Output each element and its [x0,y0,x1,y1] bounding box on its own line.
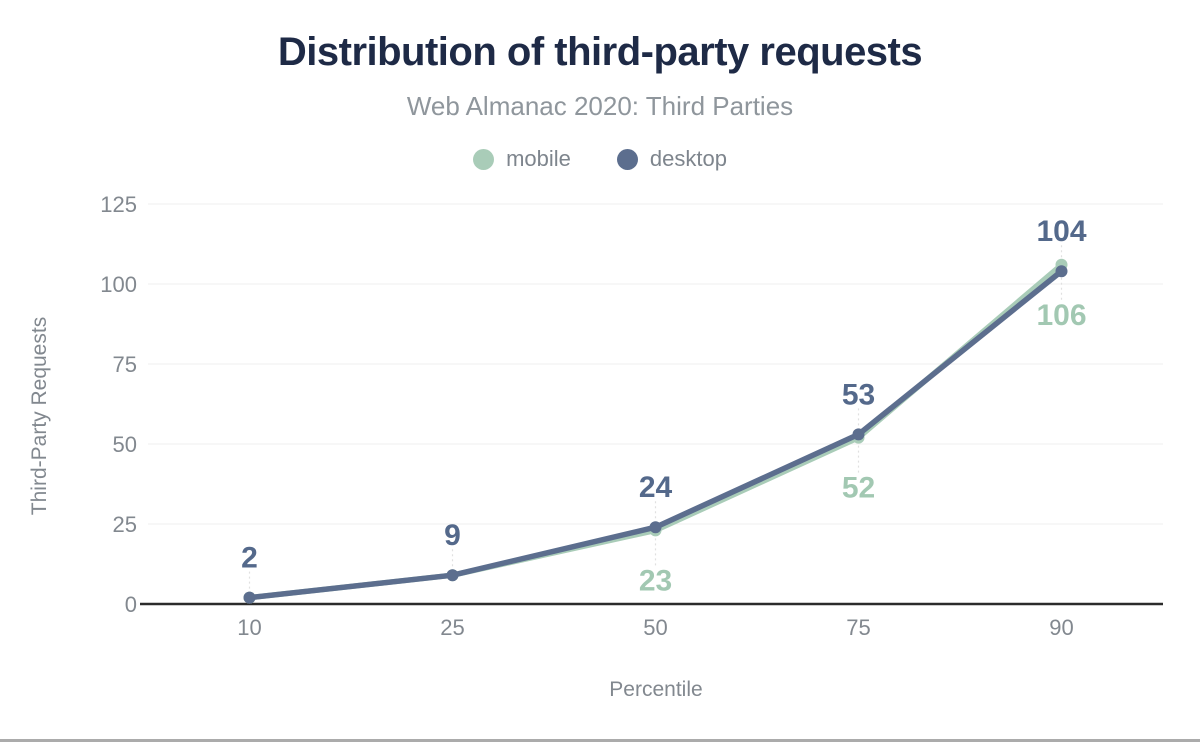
data-point-desktop[interactable] [243,591,256,604]
data-label-desktop: 24 [639,471,673,504]
x-axis-title: Percentile [609,678,702,701]
data-label-desktop: 104 [1036,215,1086,248]
x-tick-label: 75 [846,615,870,640]
data-point-desktop[interactable] [446,569,459,582]
data-point-desktop[interactable] [1055,265,1068,278]
x-tick-label: 50 [643,615,667,640]
series-line-mobile [246,262,1065,601]
x-tick-label: 25 [440,615,464,640]
legend-label-desktop: desktop [649,146,727,171]
y-tick-label: 25 [113,512,137,537]
legend-item-desktop[interactable]: desktop [616,146,727,172]
series-layer [243,258,1068,604]
data-label-desktop: 53 [842,378,875,411]
y-axis-title: Third-Party Requests [28,317,51,515]
y-tick-label: 0 [125,592,137,617]
label-leader-layer [248,245,1063,592]
data-label-desktop: 2 [241,542,258,575]
chart-title: Distribution of third-party requests [277,30,923,74]
legend-label-mobile: mobile [506,146,571,171]
data-label-layer: 23 52 106 2 9 24 53 104 [241,215,1087,597]
x-tick-label: 10 [237,615,261,640]
data-point-desktop[interactable] [649,521,662,534]
data-label-mobile: 106 [1036,299,1086,332]
legend-item-mobile[interactable]: mobile [473,146,571,172]
x-tick-label: 90 [1049,615,1073,640]
data-label-desktop: 9 [444,519,461,552]
grid-layer [140,203,1163,606]
data-label-mobile: 23 [639,564,672,597]
desktop-series-dot-icon [616,148,638,170]
data-point-desktop[interactable] [852,428,865,441]
data-label-mobile: 52 [842,472,875,505]
mobile-series-dot-icon [473,148,495,170]
tick-label-layer: 0 25 50 75 100 125 10 25 50 75 90 [100,192,1073,640]
y-tick-label: 75 [113,352,137,377]
legend: mobile desktop [0,146,1200,172]
y-tick-label: 125 [100,192,137,217]
chart-subtitle: Web Almanac 2020: Third Parties [406,91,794,121]
y-tick-label: 100 [100,272,137,297]
window-bottom-edge [0,739,1200,742]
y-tick-label: 50 [113,432,137,457]
